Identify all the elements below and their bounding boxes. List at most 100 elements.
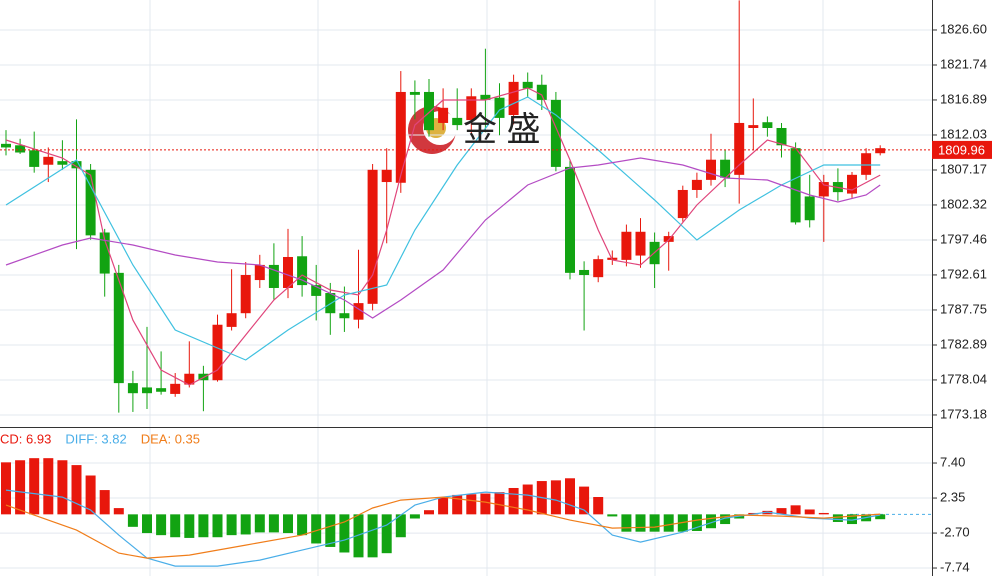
candle-body — [184, 373, 195, 385]
macd-bar — [438, 497, 449, 515]
candle-body — [57, 161, 68, 165]
macd-bar — [212, 514, 223, 538]
macd-bar — [156, 514, 167, 536]
candle-body — [550, 99, 561, 167]
macd-bar — [113, 508, 124, 515]
macd-bar — [832, 514, 843, 522]
candle-body — [156, 388, 167, 392]
candle-body — [283, 256, 293, 288]
macd-bar — [452, 494, 463, 515]
legend-entry: CD: 6.93 — [0, 431, 51, 446]
candle-body — [254, 264, 265, 281]
macd-bar — [706, 514, 716, 529]
macd-bar — [71, 465, 82, 515]
y-tick-label: 1821.74 — [940, 56, 987, 71]
candle-body — [99, 232, 110, 274]
macd-bar — [57, 460, 68, 515]
macd-bar — [381, 514, 392, 554]
candle-body — [579, 269, 590, 276]
legend-entry: DEA: 0.35 — [141, 431, 200, 446]
macd-bar — [283, 514, 293, 534]
current-price-label: 1809.96 — [938, 142, 985, 157]
macd-bar — [1, 462, 11, 515]
macd-bar — [226, 514, 237, 536]
macd-bar — [565, 478, 575, 515]
macd-bar — [409, 514, 420, 519]
ma-line — [5, 157, 881, 319]
candle-body — [127, 383, 138, 394]
macd-bar — [607, 514, 618, 517]
macd-bar — [198, 514, 209, 538]
candle-body — [847, 174, 857, 194]
candle-body — [29, 150, 40, 167]
macd-bar — [170, 514, 181, 538]
candle-body — [15, 145, 26, 153]
macd-bar — [15, 460, 26, 515]
y-tick-label: 2.35 — [940, 489, 965, 504]
macd-bar — [240, 514, 251, 535]
macd-bar — [466, 494, 477, 515]
macd-bar — [29, 458, 40, 515]
macd-bar — [254, 514, 265, 533]
candle-body — [170, 383, 181, 394]
candle-body — [85, 169, 96, 236]
candle-body — [790, 148, 801, 223]
macd-bar — [875, 514, 886, 520]
y-tick-label: 7.40 — [940, 454, 965, 469]
candle-body — [353, 303, 364, 320]
macd-bar — [818, 512, 829, 515]
ma-line — [5, 496, 881, 559]
candle-body — [424, 91, 434, 131]
candle-body — [71, 161, 82, 169]
candle-body — [311, 285, 322, 296]
candle-body — [677, 189, 688, 219]
y-tick-label: -7.74 — [940, 559, 970, 574]
candle-body — [438, 107, 449, 123]
candle-body — [706, 159, 716, 180]
candle-body — [339, 313, 350, 319]
y-tick-label: -2.70 — [940, 525, 970, 540]
candle-body — [593, 259, 604, 278]
ma-line — [5, 96, 881, 361]
macd-bar — [311, 514, 322, 544]
macd-bar — [663, 514, 674, 532]
macd-bar — [127, 514, 138, 527]
macd-bar — [339, 514, 350, 553]
candle-body — [409, 91, 420, 95]
candle-body — [762, 122, 773, 128]
candle-body — [1, 143, 11, 148]
macd-bar — [353, 514, 364, 558]
macd-bar — [494, 492, 505, 515]
macd-bar — [621, 514, 632, 532]
y-tick-label: 1787.75 — [940, 301, 987, 316]
macd-bar — [804, 509, 815, 515]
candle-body — [297, 256, 308, 286]
y-tick-label: 1782.89 — [940, 336, 987, 351]
candle-body — [494, 97, 505, 118]
candle-body — [691, 179, 702, 190]
candle-body — [734, 122, 745, 175]
macd-bar — [691, 514, 702, 531]
y-tick-label: 1802.32 — [940, 196, 987, 211]
y-tick-label: 1812.03 — [940, 126, 987, 141]
legend-entry: DIFF: 3.82 — [65, 431, 126, 446]
candle-body — [480, 94, 491, 100]
candle-body — [508, 81, 519, 116]
candle-body — [804, 196, 815, 221]
candle-body — [818, 182, 829, 197]
candle-body — [395, 91, 406, 183]
candle-body — [875, 148, 886, 154]
macd-bar — [268, 514, 279, 533]
macd-bar — [297, 514, 308, 536]
candle-body — [663, 236, 674, 242]
candle-body — [240, 275, 251, 314]
macd-bar — [550, 480, 561, 515]
candle-body — [367, 169, 378, 304]
macd-bar — [395, 514, 406, 538]
watermark: 金 盛 — [463, 111, 540, 149]
candle-body — [381, 169, 392, 183]
macd-bar — [367, 514, 378, 558]
macd-bar — [43, 458, 54, 515]
y-tick-label: 1807.17 — [940, 161, 987, 176]
